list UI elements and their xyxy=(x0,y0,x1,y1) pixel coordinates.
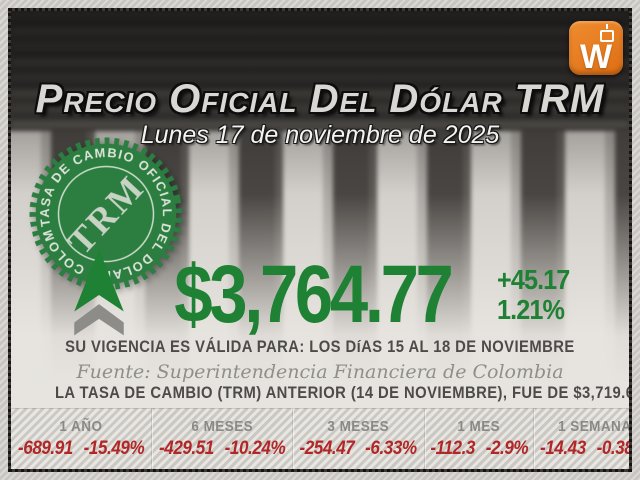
seal-body xyxy=(35,143,177,285)
table-column-3-months: 3 MESES -254.47 -6.33% xyxy=(292,409,423,469)
change-value: -254.47 xyxy=(299,438,355,459)
price-change-absolute: +45.17 xyxy=(497,263,570,295)
column-header: 1 AÑO xyxy=(59,418,103,435)
change-percent: -6.33% xyxy=(365,438,418,459)
seal-scalloped-edge xyxy=(29,137,183,291)
history-table: 1 AÑO -689.91 -15.49% 6 MESES -429.51 -1… xyxy=(11,408,629,469)
change-percent: -0.38% xyxy=(596,438,629,459)
price-change: +45.17 1.21% xyxy=(497,263,570,325)
validity-text: SU VIGENCIA ES VÁLIDA PARA: LOS DíAS 15 … xyxy=(65,337,575,356)
validity-note: SU VIGENCIA ES VÁLIDA PARA: LOS DíAS 15 … xyxy=(11,337,629,357)
previous-rate-note: LA TASA DE CAMBIO (TRM) ANTERIOR (14 DE … xyxy=(11,383,629,403)
plug-icon-stem xyxy=(606,24,608,29)
trm-seal: TASA DE CAMBIO OFICIAL DEL DOLAR · COLOM… xyxy=(16,124,188,299)
change-percent: -2.9% xyxy=(485,438,528,459)
column-header: 3 MESES xyxy=(327,418,390,435)
table-column-6-months: 6 MESES -429.51 -10.24% xyxy=(151,409,292,469)
column-header: 1 SEMANA xyxy=(557,418,631,435)
page-title: Precio Oficial Del Dólar TRM xyxy=(35,77,605,121)
plug-icon xyxy=(600,30,614,42)
seal-inner-ring xyxy=(57,165,155,263)
brand-logo-letter: W xyxy=(579,38,613,76)
change-value: -689.91 xyxy=(18,438,73,459)
date-subtitle: Lunes 17 de noviembre de 2025 xyxy=(140,121,500,149)
change-value: -429.51 xyxy=(159,438,215,459)
infographic-frame: W Precio Oficial Del Dólar TRM Lunes 17 … xyxy=(8,8,632,472)
previous-rate-text: LA TASA DE CAMBIO (TRM) ANTERIOR (14 DE … xyxy=(54,383,632,402)
price-change-percent: 1.21% xyxy=(497,294,565,325)
table-column-1-month: 1 MES -112.3 -2.9% xyxy=(423,409,534,469)
change-value: -112.3 xyxy=(430,438,475,459)
column-header: 6 MESES xyxy=(191,418,254,435)
brand-logo: W xyxy=(569,21,623,75)
source-note: Fuente: Superintendencia Financiera de C… xyxy=(76,361,564,383)
change-percent: -10.24% xyxy=(224,438,286,459)
up-trend-arrow-icon xyxy=(74,249,125,336)
trm-price-value: $3,764.77 xyxy=(174,249,455,340)
change-value: -14.43 xyxy=(540,438,587,459)
change-percent: -15.49% xyxy=(83,438,145,459)
table-column-1-year: 1 AÑO -689.91 -15.49% xyxy=(11,409,151,469)
table-column-1-week: 1 SEMANA -14.43 -0.38% xyxy=(533,409,631,469)
price-row: $3,764.77 +45.17 1.21% xyxy=(11,245,629,345)
column-header: 1 MES xyxy=(457,418,501,435)
